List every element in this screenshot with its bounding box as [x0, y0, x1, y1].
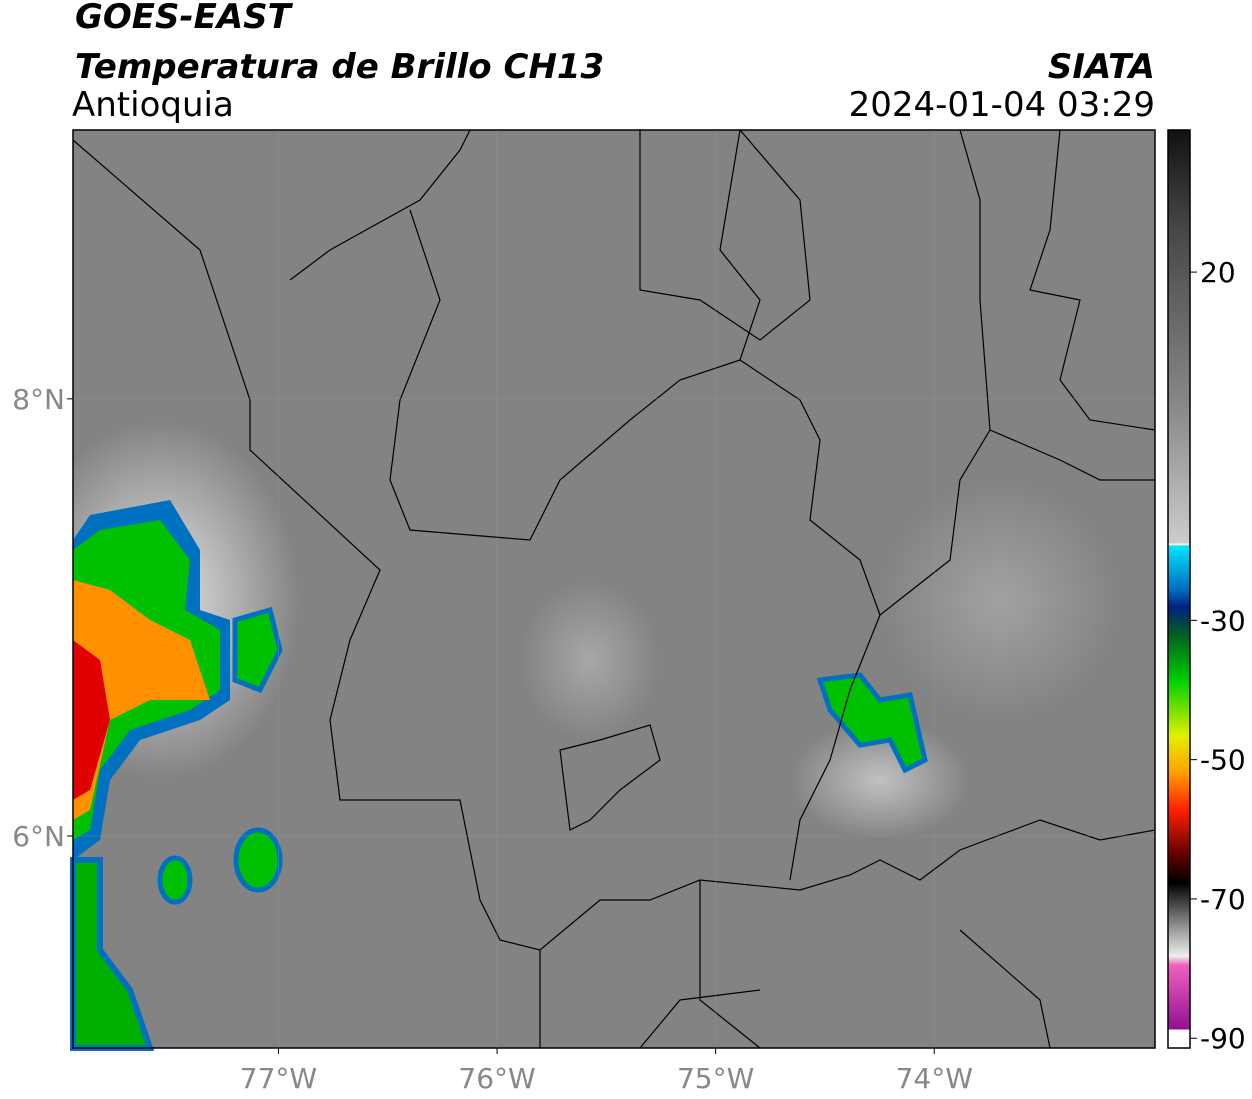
lon-tick-label: 77°W [240, 1062, 317, 1095]
map-frame [72, 129, 1156, 1049]
source: SIATA [1048, 47, 1155, 87]
map-image [20, 129, 1156, 1051]
colorbar-tick-label: 20 [1200, 256, 1236, 289]
title: GOES-EAST [75, 0, 294, 37]
lon-tick-label: 75°W [677, 1062, 754, 1095]
lat-tick-label: 6°N [12, 820, 65, 853]
colorbar-tick-label: -70 [1200, 883, 1246, 916]
colorbar-tick-label: -50 [1200, 744, 1246, 777]
lat-tick-label: 8°N [12, 383, 65, 416]
lon-tick-label: 74°W [896, 1062, 973, 1095]
datetime: 2024-01-04 03:29 [849, 85, 1155, 125]
lon-tick-label: 76°W [458, 1062, 535, 1095]
colorbar [1167, 129, 1191, 1049]
colorbar-tick-label: -30 [1200, 604, 1246, 637]
region: Antioquia [72, 85, 234, 125]
subtitle: Temperatura de Brillo CH13 [75, 47, 604, 87]
colorbar-tick-label: -90 [1200, 1022, 1246, 1055]
